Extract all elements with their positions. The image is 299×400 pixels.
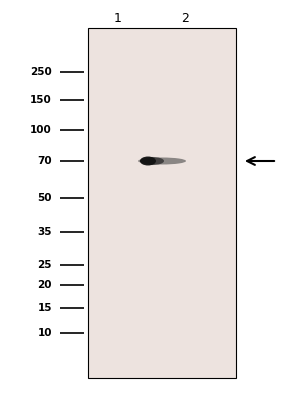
Text: 25: 25	[37, 260, 52, 270]
Text: 10: 10	[37, 328, 52, 338]
Text: 70: 70	[37, 156, 52, 166]
Text: 1: 1	[114, 12, 122, 24]
Ellipse shape	[140, 157, 164, 165]
Text: 20: 20	[37, 280, 52, 290]
Text: 250: 250	[30, 67, 52, 77]
Ellipse shape	[138, 158, 186, 164]
Text: 50: 50	[37, 193, 52, 203]
Text: 2: 2	[181, 12, 189, 24]
Ellipse shape	[140, 156, 156, 166]
Text: 150: 150	[30, 95, 52, 105]
Bar	[88, 28, 236, 378]
Text: 35: 35	[37, 227, 52, 237]
Text: 15: 15	[37, 303, 52, 313]
Text: 100: 100	[30, 125, 52, 135]
